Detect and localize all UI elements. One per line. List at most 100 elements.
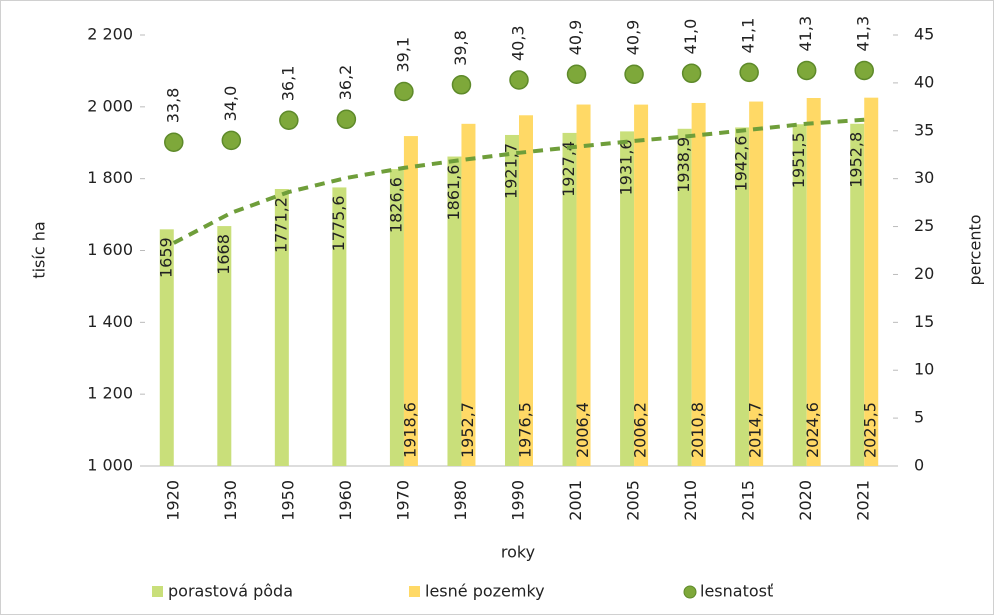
dot [681,63,702,84]
data-label: 1938,9 [674,137,693,193]
y-tick-label: 2 000 [87,96,133,115]
dot [796,60,817,81]
bar [749,101,764,466]
x-axis-title: roky [501,543,535,562]
bar [735,127,750,467]
data-label: 1921,7 [502,143,521,199]
data-label: 36,2 [336,65,355,101]
y-tick-label: 1 200 [87,384,133,403]
data-label: 41,3 [796,16,815,52]
y-tick-label: 2 200 [87,25,133,44]
bar [677,128,692,466]
y2-tick-label: 5 [914,408,924,427]
dot [624,64,644,85]
dot [739,62,759,83]
bar [217,226,232,466]
bar [389,169,404,466]
data-label: 2006,4 [573,402,592,458]
data-label: 41,3 [854,16,873,52]
bar [806,97,821,466]
bar [850,123,865,466]
legend-label: lesnatosť [700,582,773,601]
x-tick-label: 1970 [393,480,412,521]
data-label: 1952,8 [847,132,866,188]
y2-tick-label: 0 [914,456,924,475]
y-axis-title: tisíc ha [30,221,49,278]
data-label: 1951,5 [789,132,808,188]
y2-tick-label: 15 [914,312,934,331]
x-tick-label: 2001 [566,480,585,521]
data-label: 1976,5 [516,402,535,458]
dot [566,64,587,85]
x-tick-label: 2010 [681,480,700,521]
x-tick-label: 1920 [163,480,182,521]
data-label: 40,9 [566,20,585,56]
data-label: 1826,6 [386,177,405,233]
y2-tick-label: 45 [914,25,934,44]
data-label: 2014,7 [746,402,765,458]
data-label: 39,8 [451,30,470,66]
bar [576,104,591,466]
y-tick-label: 1 600 [87,240,133,259]
data-label: 2025,5 [861,402,880,458]
bar [691,102,706,466]
bar [620,131,635,466]
data-label: 2006,2 [631,402,650,458]
data-label: 1931,6 [617,139,636,195]
x-tick-label: 2015 [739,480,758,521]
data-label: 41,0 [681,19,700,55]
y-tick-label: 1 800 [87,168,133,187]
y2-tick-label: 25 [914,216,934,235]
x-tick-label: 1980 [451,480,470,521]
trendline [172,117,865,245]
y2-tick-label: 20 [914,264,934,283]
y2-tick-label: 10 [914,360,934,379]
dot [854,60,874,81]
dot [509,70,529,90]
y2-tick-label: 35 [914,120,934,139]
data-label: 2010,8 [688,402,707,458]
data-label: 2024,6 [803,402,822,458]
data-label: 1952,7 [458,402,477,458]
dot [279,110,299,130]
x-tick-label: 1960 [336,480,355,521]
data-label: 34,0 [221,86,240,122]
data-label: 1668 [214,234,233,275]
data-label: 1861,6 [444,165,463,221]
dot [164,132,184,153]
y-tick-label: 1 000 [87,456,133,475]
bar [792,124,807,466]
data-label: 1771,2 [271,197,290,253]
x-tick-label: 1930 [221,480,240,521]
bar [403,136,418,466]
bar [274,189,289,466]
dot [451,75,472,95]
dot [336,109,357,130]
x-tick-label: 1990 [509,480,528,521]
bar [634,104,649,466]
x-tick-label: 2021 [854,480,873,521]
legend-label: porastová pôda [168,582,293,601]
data-label: 41,1 [739,18,758,54]
bar [864,97,879,466]
y2-tick-label: 40 [914,72,934,91]
bar [562,132,577,467]
legend-swatch [152,586,163,597]
bar [461,123,476,467]
bar [332,187,347,466]
legend-swatch [683,585,697,599]
dot [221,130,242,151]
bar [519,115,533,467]
legend-label: lesné pozemky [425,582,545,601]
y2-axis-title: percento [966,214,985,285]
data-label: 1775,6 [329,195,348,251]
bar [159,229,174,466]
bar [447,156,462,467]
data-label: 1927,4 [559,141,578,197]
data-label: 40,3 [509,25,528,61]
data-label: 1942,6 [732,135,751,191]
data-label: 39,1 [393,37,412,73]
